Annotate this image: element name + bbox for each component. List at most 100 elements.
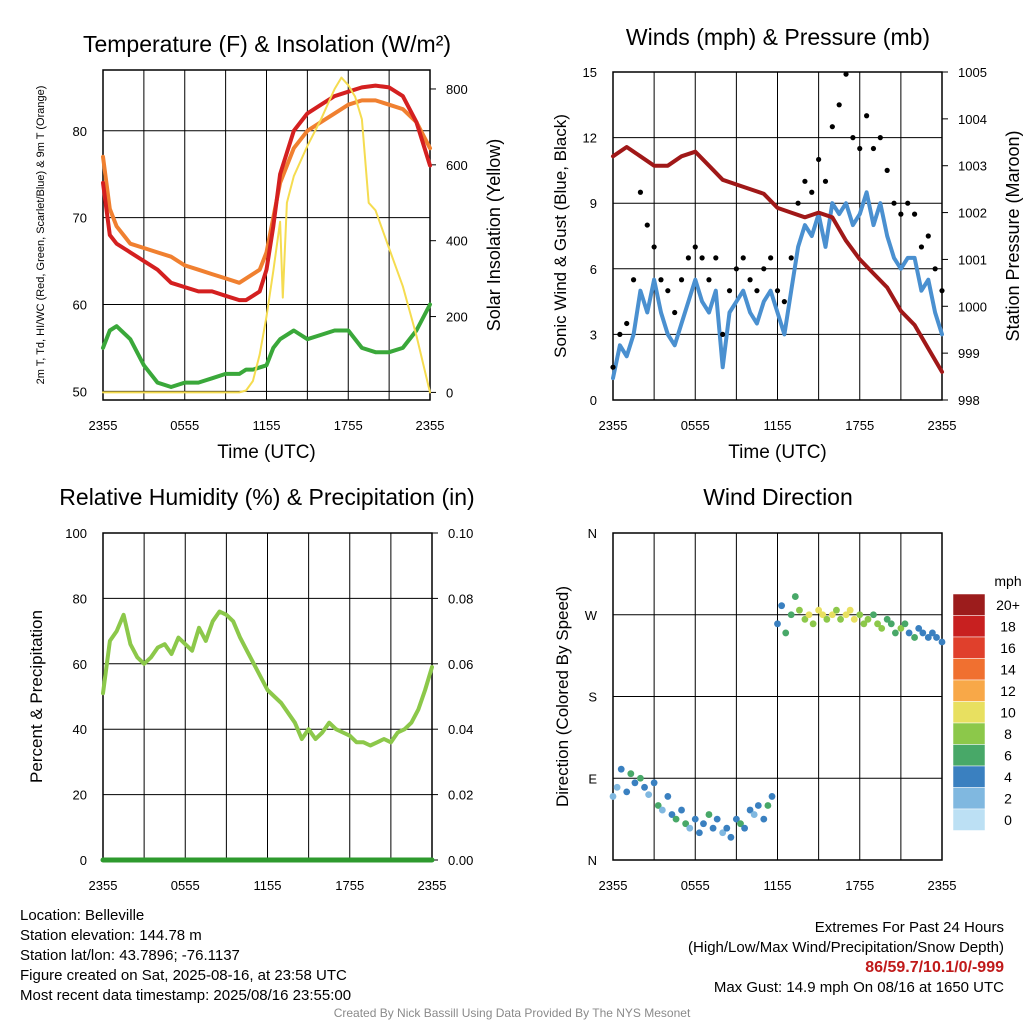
extremes-values: 86/59.7/10.1/0/-999 bbox=[865, 959, 1004, 976]
series-point-gust bbox=[617, 331, 623, 337]
series-line-td bbox=[101, 302, 432, 389]
y2-tick-label: 998 bbox=[958, 393, 980, 408]
legend-label: 8 bbox=[1004, 726, 1012, 742]
y2-tick-label: 400 bbox=[446, 234, 468, 249]
direction-point bbox=[874, 620, 881, 628]
figure-created: Figure created on Sat, 2025-08-16, at 23… bbox=[20, 967, 347, 984]
direction-point bbox=[911, 634, 918, 641]
direction-point bbox=[727, 833, 735, 841]
direction-point bbox=[754, 802, 762, 809]
direction-point bbox=[650, 779, 658, 787]
series-point-gust bbox=[733, 266, 739, 272]
chart-rh: Relative Humidity (%) & Precipitation (i… bbox=[27, 484, 475, 893]
direction-point bbox=[705, 811, 713, 818]
y2-tick-label: 600 bbox=[446, 158, 468, 173]
y-tick-label: 0 bbox=[80, 853, 87, 868]
direction-point bbox=[654, 802, 662, 809]
series-point-gust bbox=[658, 277, 664, 283]
direction-point bbox=[691, 815, 699, 823]
series-point-gust bbox=[843, 71, 849, 77]
x-tick-label: 0555 bbox=[171, 878, 200, 893]
legend-swatch bbox=[952, 787, 986, 810]
y-axis-label: Percent & Precipitation bbox=[27, 610, 46, 783]
series-point-gust bbox=[651, 244, 657, 250]
direction-point bbox=[809, 620, 817, 628]
series-point-gust bbox=[678, 277, 685, 283]
series-point-gust bbox=[918, 244, 925, 250]
direction-point bbox=[760, 815, 768, 823]
direction-point bbox=[933, 634, 940, 641]
x-tick-label: 2355 bbox=[416, 418, 445, 433]
direction-point bbox=[668, 811, 676, 818]
series-point-gust bbox=[630, 277, 637, 283]
direction-point bbox=[938, 638, 946, 646]
y-axis-label: Sonic Wind & Gust (Blue, Black) bbox=[551, 114, 570, 358]
direction-point bbox=[901, 620, 909, 628]
y-tick-label: 60 bbox=[73, 297, 87, 312]
direction-point bbox=[672, 815, 680, 823]
series-point-gust bbox=[822, 178, 829, 184]
x-tick-label: 1755 bbox=[845, 878, 874, 893]
series-point-gust bbox=[877, 135, 883, 141]
y-axis-label: Direction (Colored By Speed) bbox=[553, 586, 572, 807]
y2-tick-label: 999 bbox=[958, 346, 980, 361]
direction-point bbox=[929, 629, 936, 637]
direction-point bbox=[641, 783, 648, 791]
y-tick-label: 6 bbox=[590, 262, 597, 277]
direction-point bbox=[741, 824, 748, 832]
legend-swatch bbox=[952, 636, 986, 659]
x-tick-label: 1755 bbox=[335, 878, 364, 893]
chart-title: Wind Direction bbox=[703, 484, 853, 510]
legend-title: mph bbox=[994, 573, 1021, 589]
direction-point bbox=[623, 788, 631, 796]
x-tick-label: 1755 bbox=[845, 418, 874, 433]
legend-label: 12 bbox=[1000, 683, 1016, 699]
series-point-gust bbox=[624, 320, 630, 327]
series-line-t2m bbox=[101, 83, 432, 303]
x-axis-label: Time (UTC) bbox=[217, 442, 316, 463]
direction-point bbox=[864, 615, 872, 623]
x-tick-label: 1155 bbox=[764, 418, 792, 433]
x-tick-label: 2355 bbox=[928, 878, 957, 893]
legend-swatch bbox=[952, 593, 986, 616]
direction-point bbox=[905, 629, 913, 637]
y-tick-label: 15 bbox=[583, 65, 597, 80]
series-point-gust bbox=[905, 200, 911, 206]
direction-point bbox=[723, 824, 731, 832]
x-tick-label: 0555 bbox=[170, 418, 199, 433]
legend-label: 0 bbox=[1004, 812, 1012, 828]
legend-label: 10 bbox=[1000, 705, 1016, 721]
y-tick-label: E bbox=[588, 771, 597, 786]
x-axis-label: Time (UTC) bbox=[728, 442, 827, 463]
series-line-solar bbox=[102, 76, 431, 394]
extremes-info: Extremes For Past 24 Hours (High/Low/Max… bbox=[688, 918, 1004, 998]
direction-point bbox=[682, 820, 690, 828]
direction-point bbox=[774, 620, 781, 628]
series-point-gust bbox=[836, 102, 842, 108]
y-tick-label: W bbox=[585, 608, 598, 623]
y2-tick-label: 0.06 bbox=[448, 657, 473, 672]
direction-point bbox=[686, 824, 694, 832]
series-point-gust bbox=[672, 309, 678, 316]
legend-swatch bbox=[952, 701, 986, 724]
y2-tick-label: 0.04 bbox=[448, 722, 473, 737]
latest-timestamp: Most recent data timestamp: 2025/08/16 2… bbox=[20, 987, 352, 1004]
series-point-gust bbox=[768, 255, 774, 261]
legend-swatch bbox=[952, 658, 986, 681]
direction-point bbox=[709, 824, 717, 832]
direction-point bbox=[613, 783, 621, 791]
x-tick-label: 2355 bbox=[599, 418, 628, 433]
x-tick-label: 2355 bbox=[89, 418, 118, 433]
direction-point bbox=[778, 602, 786, 610]
x-tick-label: 1155 bbox=[253, 418, 281, 433]
y2-tick-label: 800 bbox=[446, 82, 468, 97]
direction-point bbox=[791, 593, 799, 600]
series-point-gust bbox=[720, 331, 726, 337]
series-point-gust bbox=[665, 288, 671, 294]
series-point-gust bbox=[864, 113, 870, 119]
direction-point bbox=[915, 624, 923, 632]
y2-tick-label: 1004 bbox=[958, 112, 987, 127]
y2-tick-label: 1003 bbox=[958, 159, 987, 174]
direction-point bbox=[823, 615, 831, 623]
y-tick-label: 9 bbox=[590, 196, 597, 211]
